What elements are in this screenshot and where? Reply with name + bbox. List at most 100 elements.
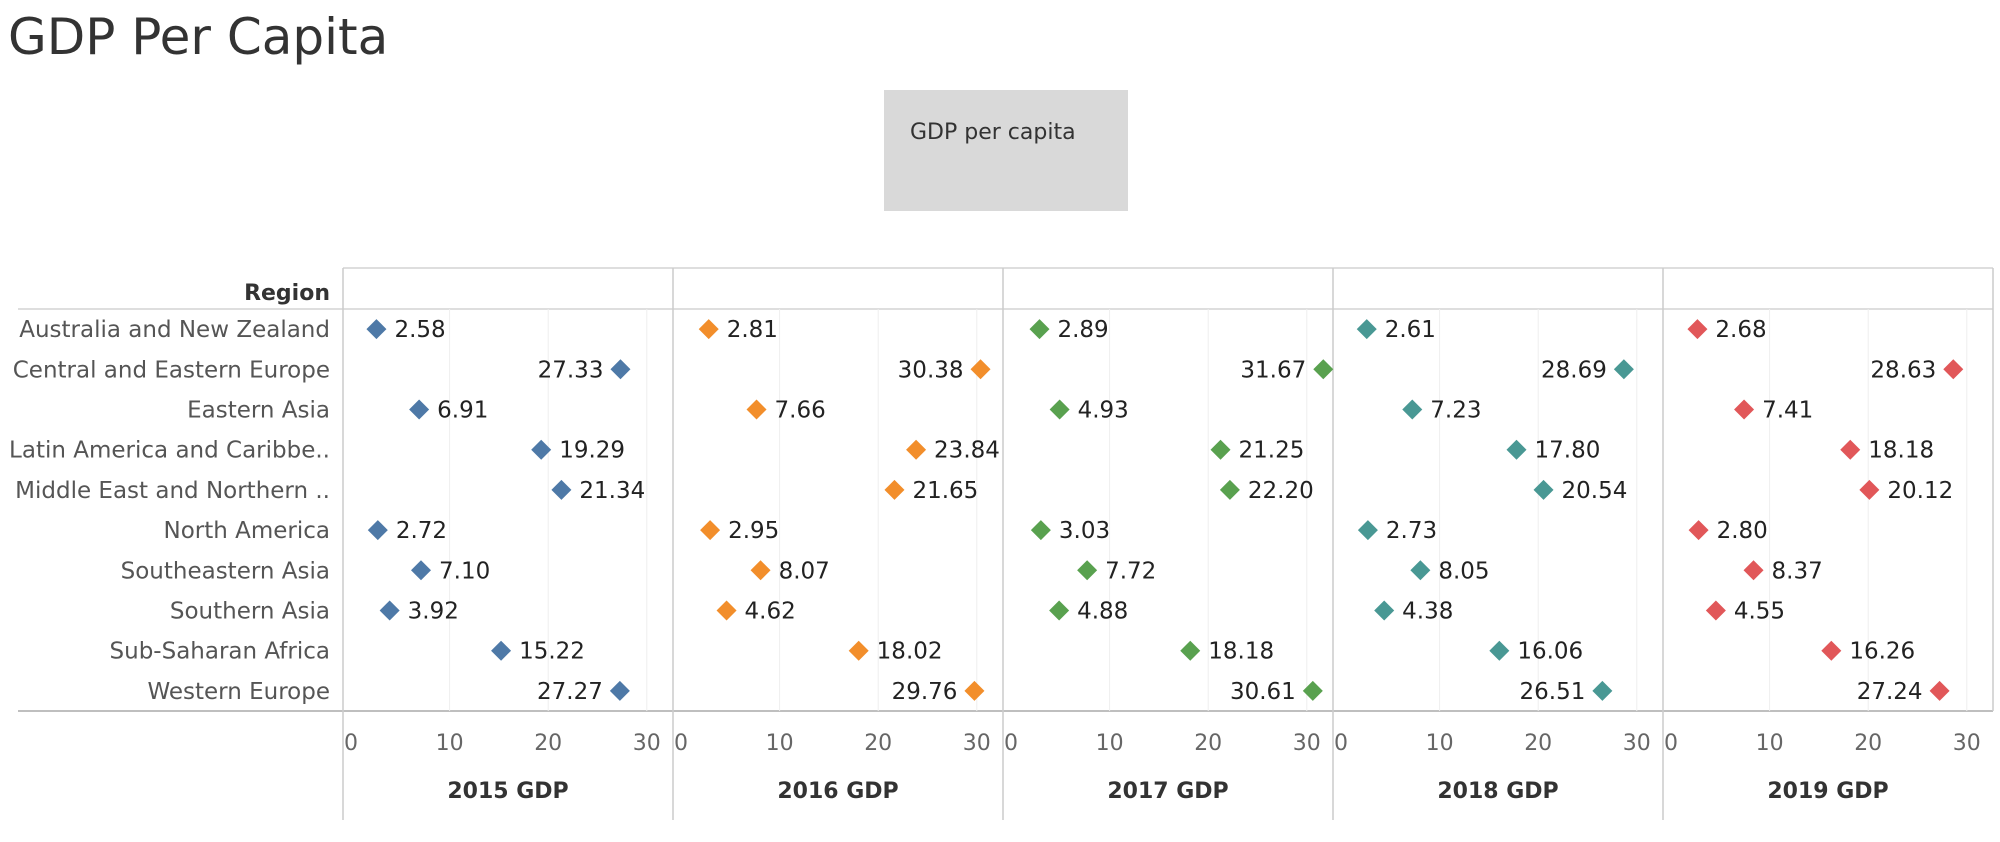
data-point — [750, 560, 771, 581]
data-point — [411, 560, 432, 581]
tick-label: 10 — [1426, 731, 1454, 756]
data-label: 21.65 — [912, 478, 978, 504]
data-point — [1219, 479, 1240, 500]
data-point — [1687, 319, 1708, 340]
data-label: 20.54 — [1562, 478, 1628, 504]
data-point — [491, 640, 512, 661]
data-label: 23.84 — [934, 438, 1000, 464]
row-label: Southern Asia — [170, 599, 330, 625]
tick-label: 30 — [1623, 731, 1651, 756]
data-label: 2.89 — [1057, 317, 1108, 343]
data-label: 6.91 — [437, 398, 488, 424]
data-point — [1402, 399, 1423, 420]
data-point — [1210, 439, 1231, 460]
tick-label: 10 — [436, 731, 464, 756]
data-label: 8.37 — [1772, 558, 1823, 584]
data-point — [1049, 399, 1070, 420]
tick-label: 30 — [1953, 731, 1981, 756]
data-point — [610, 359, 631, 380]
data-point — [379, 600, 400, 621]
tick-label: 30 — [633, 731, 661, 756]
data-point — [716, 600, 737, 621]
row-label: Western Europe — [147, 679, 330, 705]
data-label: 27.33 — [538, 357, 604, 383]
data-label: 29.76 — [892, 679, 958, 705]
data-point — [848, 640, 869, 661]
data-label: 19.29 — [559, 438, 625, 464]
data-point — [1356, 319, 1377, 340]
data-label: 28.69 — [1541, 357, 1607, 383]
tick-label: 0 — [344, 731, 358, 756]
data-label: 4.93 — [1078, 398, 1129, 424]
data-point — [367, 520, 388, 541]
tick-label: 0 — [674, 731, 688, 756]
data-point — [906, 439, 927, 460]
data-label: 18.18 — [1868, 438, 1934, 464]
row-label: Eastern Asia — [187, 398, 330, 424]
tick-label: 20 — [1854, 731, 1882, 756]
row-label: Middle East and Northern .. — [15, 478, 330, 504]
data-point — [1313, 359, 1334, 380]
data-label: 22.20 — [1248, 478, 1314, 504]
data-point — [970, 359, 991, 380]
data-point — [409, 399, 430, 420]
data-label: 16.26 — [1849, 639, 1915, 665]
data-point — [1180, 640, 1201, 661]
data-label: 27.24 — [1857, 679, 1923, 705]
data-point — [1929, 680, 1950, 701]
tick-label: 10 — [1756, 731, 1784, 756]
row-label: Southeastern Asia — [121, 558, 330, 584]
data-point — [551, 479, 572, 500]
data-label: 2.61 — [1385, 317, 1436, 343]
data-point — [609, 680, 630, 701]
data-label: 26.51 — [1520, 679, 1586, 705]
page-title: GDP Per Capita — [8, 8, 389, 66]
data-point — [1734, 399, 1755, 420]
row-header-label: Region — [244, 281, 330, 306]
data-label: 21.34 — [579, 478, 645, 504]
tick-label: 20 — [534, 731, 562, 756]
row-label: Central and Eastern Europe — [13, 357, 330, 383]
data-point — [1506, 439, 1527, 460]
panel-title: 2019 GDP — [1767, 779, 1888, 804]
data-point — [1613, 359, 1634, 380]
tick-label: 10 — [766, 731, 794, 756]
data-label: 7.72 — [1105, 558, 1156, 584]
data-point — [1030, 520, 1051, 541]
data-label: 8.05 — [1438, 558, 1489, 584]
data-label: 7.10 — [439, 558, 490, 584]
data-label: 2.72 — [396, 518, 447, 544]
tick-label: 20 — [1194, 731, 1222, 756]
legend-box[interactable]: GDP per capita — [884, 90, 1128, 211]
tick-label: 10 — [1096, 731, 1124, 756]
data-label: 16.06 — [1517, 639, 1583, 665]
data-point — [1029, 319, 1050, 340]
data-point — [746, 399, 767, 420]
tick-label: 20 — [1524, 731, 1552, 756]
data-point — [1592, 680, 1613, 701]
row-label: Sub-Saharan Africa — [110, 639, 330, 665]
data-label: 30.61 — [1230, 679, 1296, 705]
row-label: Latin America and Caribbe.. — [9, 438, 330, 464]
data-point — [1302, 680, 1323, 701]
data-label: 18.18 — [1208, 639, 1274, 665]
data-label: 31.67 — [1240, 357, 1306, 383]
data-label: 2.68 — [1715, 317, 1766, 343]
row-label: Australia and New Zealand — [19, 317, 330, 343]
row-label: North America — [163, 518, 330, 544]
data-label: 4.38 — [1402, 599, 1453, 625]
data-point — [1688, 520, 1709, 541]
data-point — [1705, 600, 1726, 621]
data-label: 27.27 — [537, 679, 603, 705]
data-label: 20.12 — [1887, 478, 1953, 504]
panel-title: 2018 GDP — [1437, 779, 1558, 804]
data-label: 7.41 — [1762, 398, 1813, 424]
panel-title: 2017 GDP — [1107, 779, 1228, 804]
data-point — [1533, 479, 1554, 500]
data-label: 2.95 — [728, 518, 779, 544]
data-label: 17.80 — [1535, 438, 1601, 464]
data-label: 4.88 — [1077, 599, 1128, 625]
tick-label: 30 — [963, 731, 991, 756]
tick-label: 0 — [1334, 731, 1348, 756]
